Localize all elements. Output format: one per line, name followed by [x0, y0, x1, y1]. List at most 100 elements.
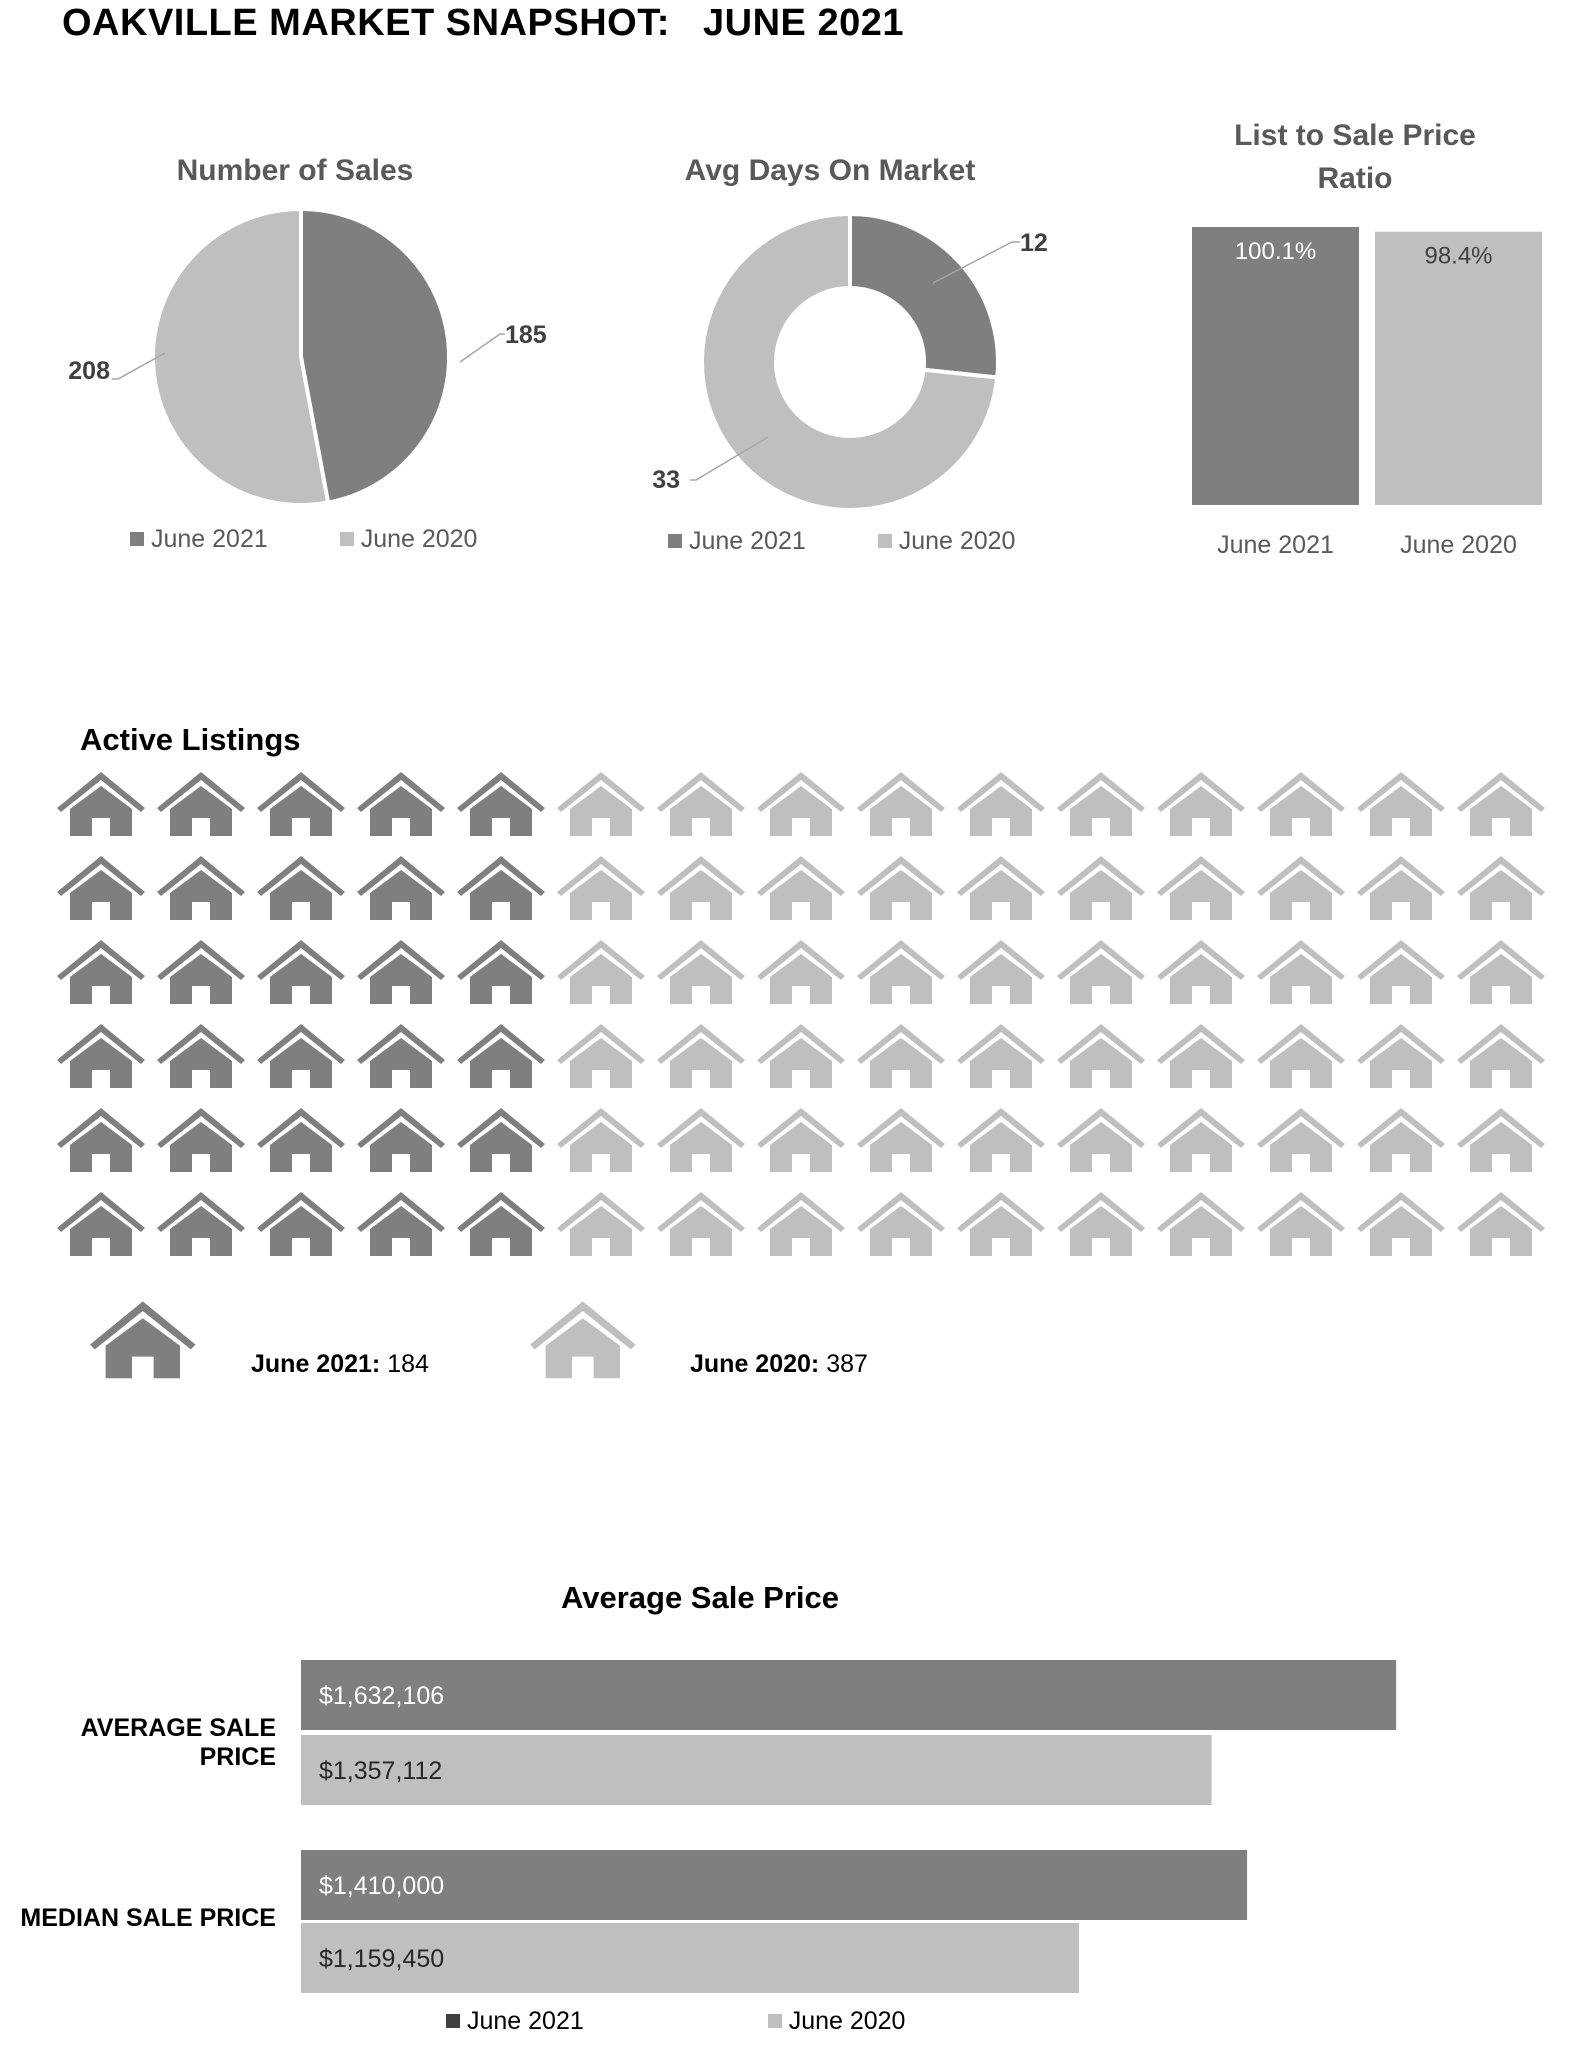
- house-body: [570, 786, 632, 836]
- house-icon: [257, 1108, 345, 1172]
- house-roof: [1257, 940, 1345, 980]
- leader-line: [690, 436, 769, 481]
- house-roof: [1157, 940, 1245, 980]
- house-body: [170, 954, 232, 1004]
- legend-item-june-2020: June 2020: [767, 2007, 905, 2035]
- house-roof: [557, 856, 645, 896]
- house-roof: [357, 1024, 445, 1064]
- house-body: [670, 786, 732, 836]
- active-listings-pictograph: [57, 772, 1545, 1256]
- data-label: 98.4%: [1424, 243, 1492, 270]
- house-body: [970, 1122, 1032, 1172]
- house-icon: [1057, 1024, 1145, 1088]
- x-tick-label: June 2021: [1217, 531, 1334, 559]
- active-legend-june-2020: June 2020: 387: [690, 1350, 868, 1379]
- price-bar-chart: $1,632,106 $1,357,112 $1,410,000 $1,159,450: [301, 1660, 1397, 1993]
- legend-swatch-light: [339, 532, 354, 546]
- house-icon: [657, 1108, 745, 1172]
- legend-label: June 2021: [151, 525, 268, 553]
- slice-june-2020: [700, 211, 1000, 512]
- house-body: [670, 1206, 732, 1256]
- house-body: [970, 1206, 1032, 1256]
- legend-label: June 2020: [898, 527, 1016, 555]
- house-roof: [457, 940, 545, 980]
- leader-line: [932, 241, 1020, 284]
- house-roof: [1257, 772, 1345, 812]
- house-icon: [1257, 940, 1345, 1004]
- house-roof: [557, 1192, 645, 1232]
- data-label: $1,159,450: [319, 1945, 444, 1973]
- legend-item-june-2020: June 2020: [339, 525, 477, 553]
- house-roof: [257, 772, 345, 812]
- active-legend-value: 387: [826, 1350, 868, 1378]
- data-label: 33: [652, 466, 680, 494]
- house-body: [170, 870, 232, 920]
- house-roof: [557, 1108, 645, 1148]
- price-chart-title: Average Sale Price: [560, 1580, 840, 1615]
- house-icon: [857, 772, 945, 836]
- legend-swatch-dark: [668, 534, 682, 548]
- house-icon: [457, 772, 545, 836]
- house-body: [570, 1122, 632, 1172]
- house-icon: [657, 940, 745, 1004]
- data-label: 185: [505, 321, 547, 349]
- house-body: [670, 870, 732, 920]
- house-body: [1170, 1038, 1232, 1088]
- legend-swatch-light: [877, 534, 892, 548]
- house-roof: [657, 940, 745, 980]
- house-roof: [657, 772, 745, 812]
- house-icon: [1257, 1192, 1345, 1256]
- house-roof: [57, 1108, 145, 1148]
- ratio-chart-title: List to Sale Price Ratio: [1180, 114, 1530, 200]
- house-icon: [157, 772, 245, 836]
- house-icon: [757, 1192, 845, 1256]
- house-body: [270, 1122, 332, 1172]
- house-icon: [1057, 772, 1145, 836]
- house-icon: [357, 856, 445, 920]
- house-icon: [57, 940, 145, 1004]
- house-icon: [857, 856, 945, 920]
- house-body: [1370, 786, 1432, 836]
- legend-label: June 2021: [689, 527, 806, 555]
- house-roof: [1157, 1192, 1245, 1232]
- house-body: [870, 870, 932, 920]
- house-roof: [257, 940, 345, 980]
- legend-label: June 2021: [467, 2007, 584, 2035]
- ratio-bar-june-2021: [1192, 227, 1359, 505]
- house-roof: [1057, 1024, 1145, 1064]
- house-roof: [1457, 1024, 1545, 1064]
- house-icon: [557, 1192, 645, 1256]
- price-legend: June 2021 June 2020: [446, 2007, 905, 2036]
- legend-house-icon-june-2021: [90, 1301, 196, 1379]
- price-bar-average-june-2020: [301, 1735, 1212, 1805]
- house-body: [1270, 786, 1332, 836]
- house-roof: [757, 940, 845, 980]
- house-icon: [1057, 856, 1145, 920]
- house-icon: [957, 940, 1045, 1004]
- data-label: $1,410,000: [319, 1872, 444, 1900]
- house-body: [370, 870, 432, 920]
- house-icon: [1357, 1192, 1445, 1256]
- house-roof: [157, 940, 245, 980]
- house-roof: [1357, 856, 1445, 896]
- house-body: [1470, 786, 1532, 836]
- house-body: [1370, 1122, 1432, 1172]
- house-roof: [257, 1192, 345, 1232]
- house-roof: [1357, 940, 1445, 980]
- house-body: [1070, 1122, 1132, 1172]
- house-icon: [257, 1192, 345, 1256]
- house-body: [370, 1206, 432, 1256]
- sales-legend: June 2021 June 2020: [130, 525, 477, 554]
- house-roof: [757, 1192, 845, 1232]
- price-bar-average-june-2021: [301, 1660, 1397, 1730]
- house-body: [870, 1038, 932, 1088]
- house-body: [1170, 786, 1232, 836]
- house-body: [1470, 1206, 1532, 1256]
- house-icon: [1357, 1108, 1445, 1172]
- house-icon: [1157, 1192, 1245, 1256]
- house-icon: [1257, 1024, 1345, 1088]
- house-body: [370, 1122, 432, 1172]
- house-icon: [1057, 1192, 1145, 1256]
- house-roof: [957, 1024, 1045, 1064]
- leader-line: [112, 352, 166, 380]
